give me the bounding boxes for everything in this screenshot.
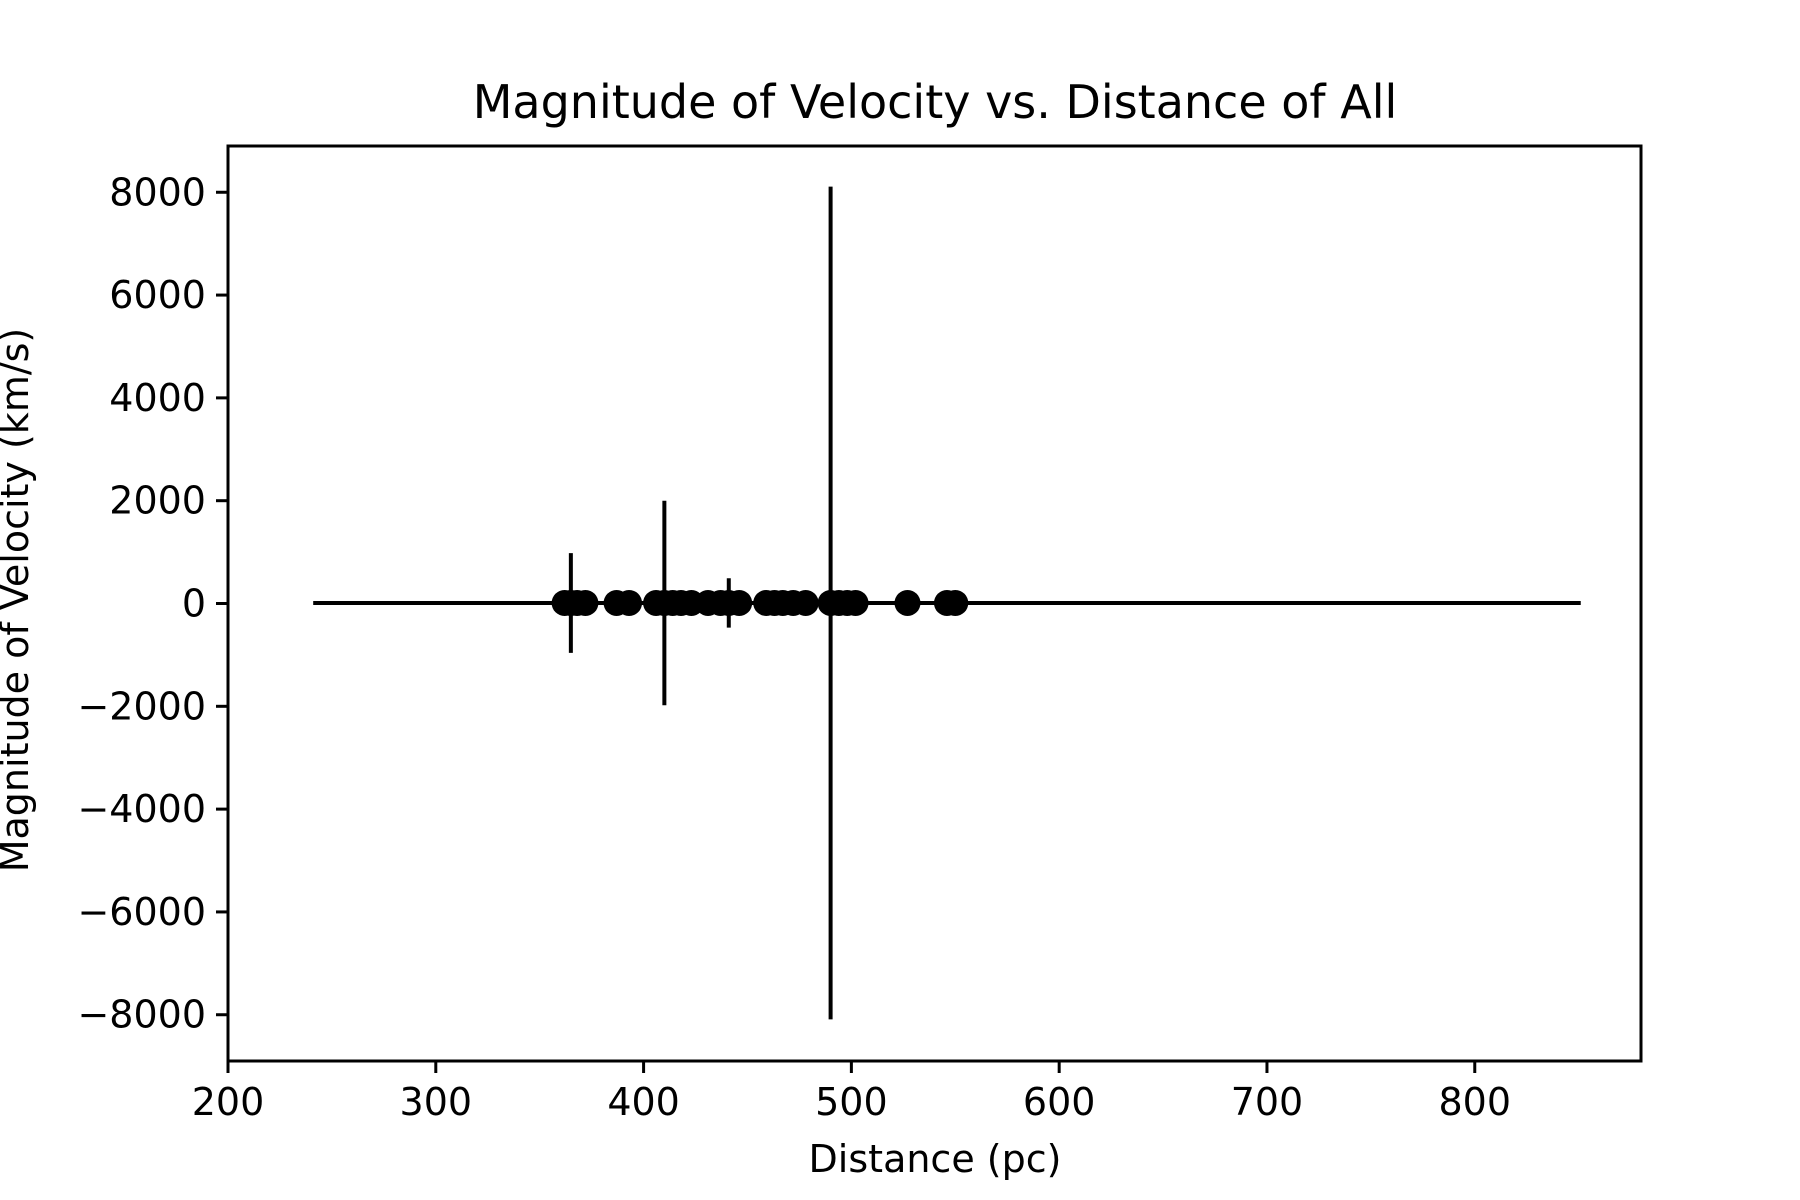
plot-frame [226,144,1643,1063]
y-tick-label-8: −8000 [77,993,206,1037]
y-tick-label-1: 6000 [109,273,206,317]
x-tick-label-5: 700 [1231,1080,1304,1124]
y-tick-label-4: 0 [182,582,206,626]
x-tick-label-3: 500 [815,1080,888,1124]
chart-title: Magnitude of Velocity vs. Distance of Al… [473,75,1398,129]
data-layer [313,186,1581,1020]
data-point-26 [942,589,969,616]
x-tick-label-6: 800 [1438,1080,1511,1124]
x-tick-label-1: 300 [400,1080,473,1124]
y-axis-label: Magnitude of Velocity (km/s) [0,328,37,873]
y-tick-label-2: 4000 [109,376,206,420]
x-tick-label-0: 200 [192,1080,265,1124]
y-tick-label-3: 2000 [109,479,206,523]
x-tick-label-4: 600 [1023,1080,1096,1124]
x-tick-label-2: 400 [607,1080,680,1124]
data-point-5 [616,589,643,616]
data-point-19 [792,589,819,616]
y-tick-label-7: −6000 [77,890,206,934]
data-point-23 [842,589,869,616]
data-point-3 [572,589,599,616]
data-point-14 [726,589,753,616]
y-tick-label-6: −4000 [77,787,206,831]
x-axis-label: Distance (pc) [809,1137,1062,1181]
data-point-24 [894,589,921,616]
tick-layer: 200 300 400 500 600 700 800 8000 6000 4000 2000 0 −2… [77,170,1511,1124]
y-tick-label-0: 8000 [109,170,206,214]
y-tick-label-5: −2000 [77,684,206,728]
